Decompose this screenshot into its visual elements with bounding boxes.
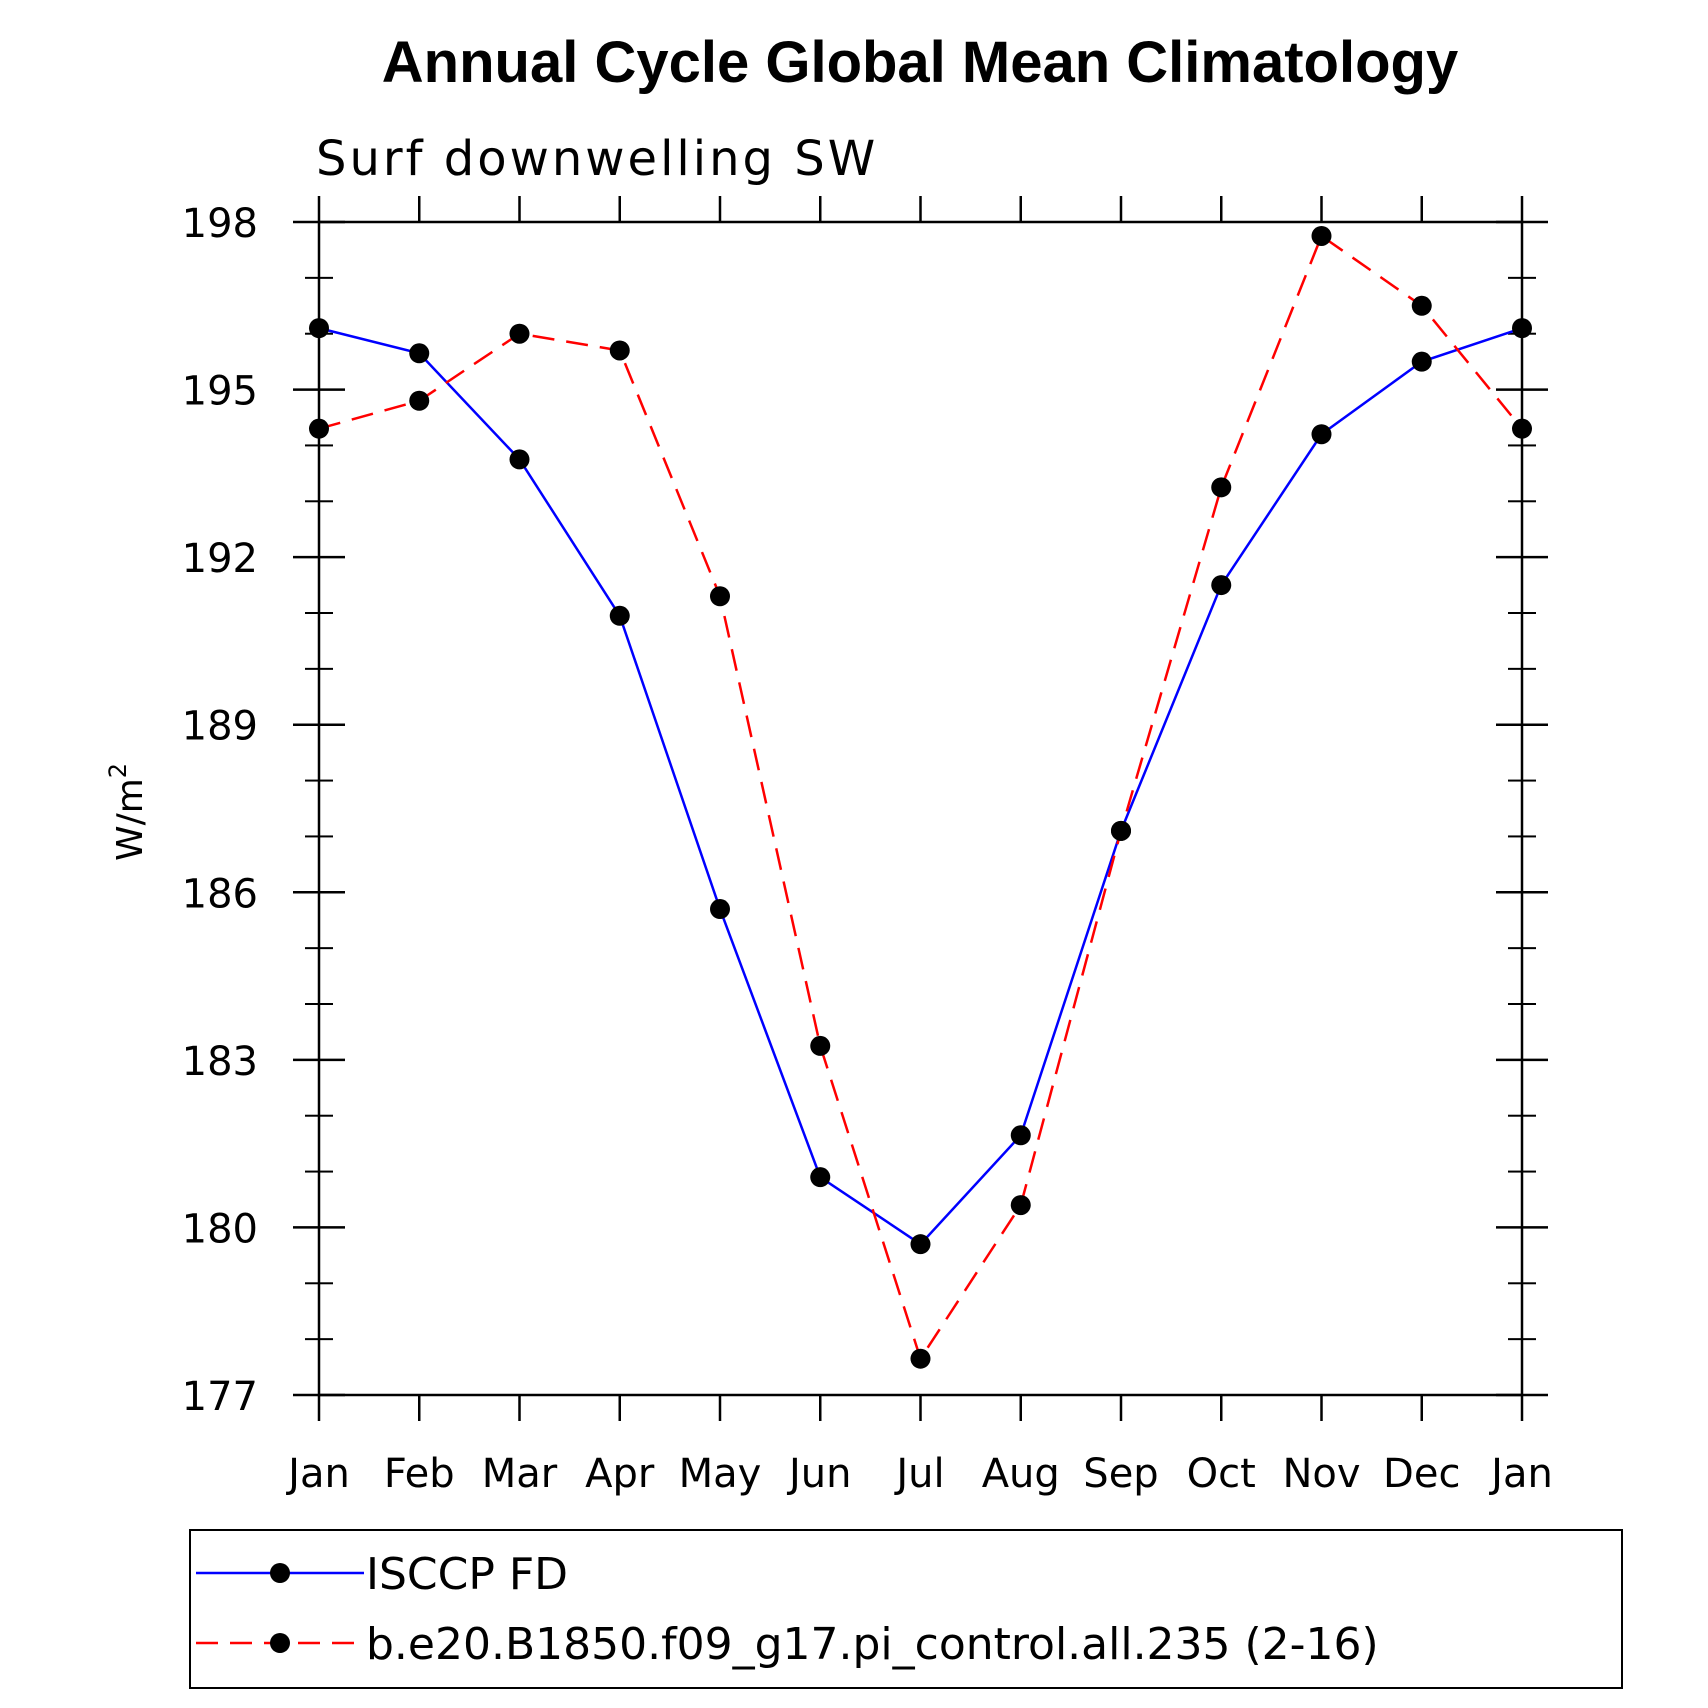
series-layer bbox=[309, 225, 1532, 1369]
series-0-point bbox=[1010, 1125, 1031, 1146]
series-1-point bbox=[309, 418, 329, 439]
x-tick-label: May bbox=[679, 1451, 762, 1497]
series-0-point bbox=[1211, 575, 1232, 596]
chart-title: Annual Cycle Global Mean Climatology bbox=[382, 30, 1458, 95]
series-line-0 bbox=[318, 326, 1523, 1246]
y-tick-label: 192 bbox=[182, 536, 258, 582]
series-1-point bbox=[1311, 225, 1332, 246]
series-1-point bbox=[1512, 418, 1532, 439]
series-1-point bbox=[710, 586, 730, 607]
plot-axes: 177 180 183 186 189 192 195 198 Jan Feb Mar Apr May J… bbox=[182, 196, 1553, 1497]
legend-label-1: b.e20.B1850.f09_g17.pi_control.all.235 (… bbox=[366, 1619, 1379, 1670]
legend-marker-1 bbox=[270, 1633, 290, 1653]
series-1-point bbox=[1111, 820, 1131, 841]
series-0-point bbox=[1512, 318, 1532, 339]
series-0-point bbox=[409, 343, 430, 364]
series-0-point bbox=[710, 899, 730, 920]
series-1-point bbox=[910, 1348, 931, 1369]
svg-text:W/m2: W/m2 bbox=[104, 763, 151, 861]
x-tick-label: Feb bbox=[384, 1451, 455, 1497]
series-1-point bbox=[810, 1035, 831, 1056]
y-tick-label: 177 bbox=[182, 1374, 258, 1420]
series-0-point bbox=[1311, 424, 1332, 445]
x-tick-label: Sep bbox=[1083, 1451, 1158, 1497]
x-tick-label: Jan bbox=[1488, 1451, 1553, 1497]
x-tick-label: Nov bbox=[1282, 1451, 1360, 1497]
x-tick-label: Jul bbox=[893, 1451, 944, 1497]
series-1-point bbox=[1010, 1195, 1031, 1216]
y-tick-label: 195 bbox=[182, 369, 258, 415]
y-tick-label: 189 bbox=[182, 704, 258, 750]
series-0-point bbox=[309, 318, 329, 339]
y-axis-label-superscript: 2 bbox=[104, 763, 132, 778]
legend-box bbox=[189, 1529, 1623, 1689]
series-0-point bbox=[1411, 351, 1432, 372]
series-0-point bbox=[609, 605, 630, 626]
series-line-1 bbox=[318, 234, 1523, 1362]
series-0-point bbox=[910, 1234, 931, 1255]
y-tick-label: 186 bbox=[182, 871, 258, 917]
x-tick-label: Dec bbox=[1383, 1451, 1460, 1497]
y-tick-label: 198 bbox=[182, 201, 258, 247]
legend: ISCCP FD b.e20.B1850.f09_g17.pi_control.a… bbox=[189, 1529, 1623, 1689]
series-1-point bbox=[1411, 295, 1432, 316]
series-1-point bbox=[509, 323, 530, 344]
y-axis-label-text: W/m bbox=[110, 778, 151, 861]
x-tick-label: Oct bbox=[1187, 1451, 1256, 1497]
y-tick-label: 183 bbox=[182, 1039, 258, 1085]
series-1-point bbox=[609, 340, 630, 361]
x-tick-label: Jan bbox=[285, 1451, 350, 1497]
series-0-point bbox=[509, 449, 530, 470]
series-0-point bbox=[810, 1167, 831, 1188]
series-1-point bbox=[1211, 477, 1232, 498]
x-tick-label: Apr bbox=[585, 1451, 655, 1497]
x-tick-label: Mar bbox=[482, 1451, 558, 1497]
y-axis-label: W/m2 bbox=[104, 763, 151, 861]
chart-subtitle: Surf downwelling SW bbox=[316, 131, 878, 187]
plot-frame bbox=[317, 220, 1524, 1397]
legend-marker-0 bbox=[270, 1563, 290, 1583]
y-tick-label: 180 bbox=[182, 1206, 258, 1252]
legend-label-0: ISCCP FD bbox=[366, 1549, 568, 1600]
x-tick-label: Jun bbox=[786, 1451, 852, 1497]
x-tick-label: Aug bbox=[982, 1451, 1060, 1497]
series-1-point bbox=[409, 390, 430, 411]
